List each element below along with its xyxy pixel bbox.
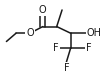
Text: F: F <box>53 43 59 53</box>
Text: F: F <box>64 63 69 73</box>
Text: F: F <box>86 43 91 53</box>
Text: O: O <box>39 5 47 15</box>
Text: OH: OH <box>87 28 102 38</box>
Text: O: O <box>26 28 34 38</box>
